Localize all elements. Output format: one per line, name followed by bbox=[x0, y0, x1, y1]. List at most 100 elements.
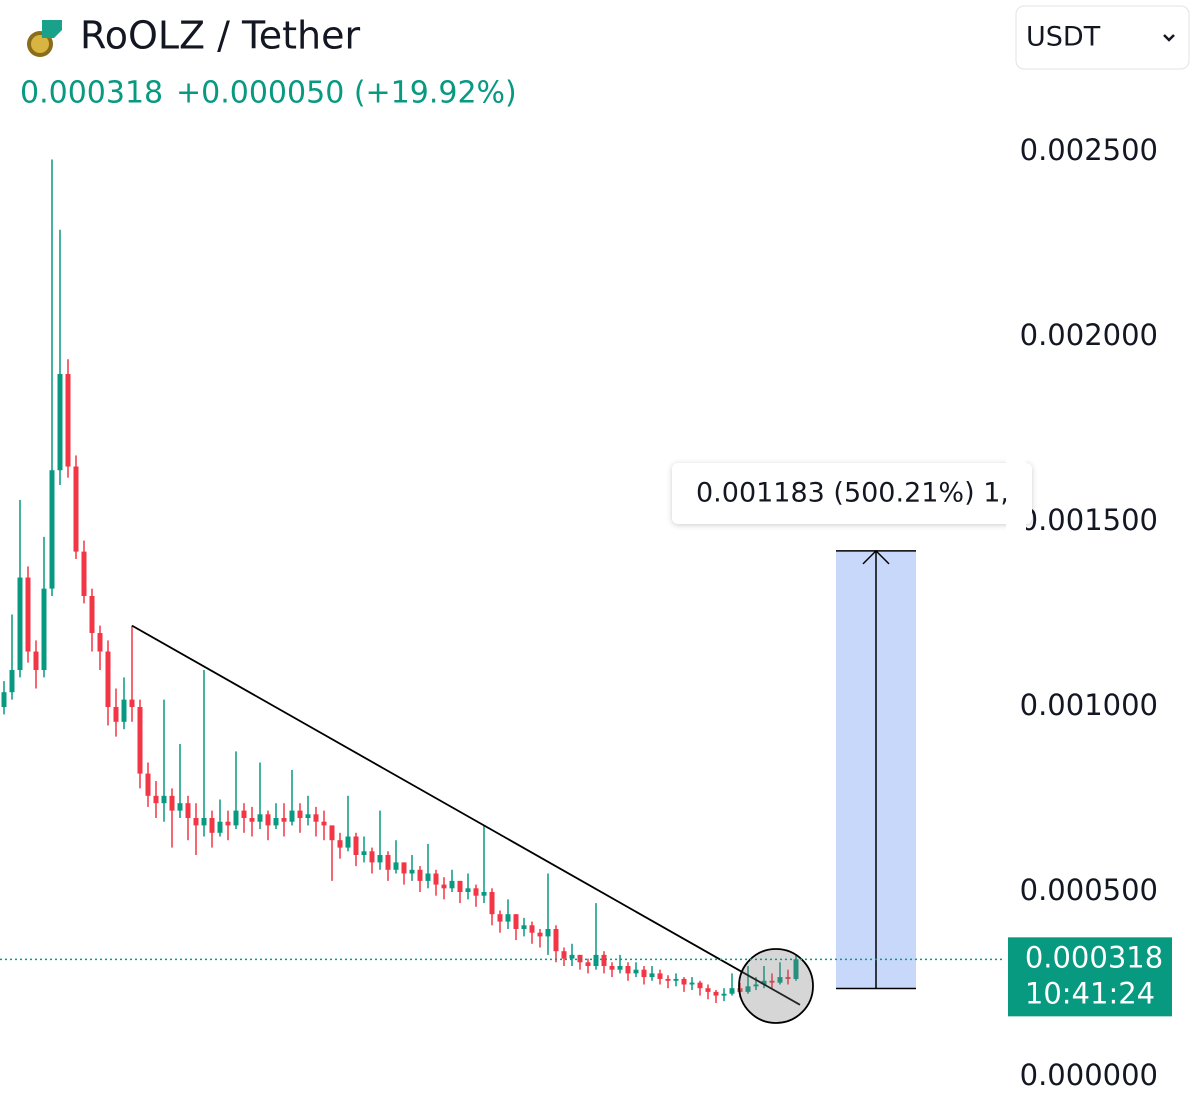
candle-body bbox=[569, 954, 575, 959]
candle-body bbox=[633, 969, 639, 974]
y-tick-label: 0.002000 bbox=[1020, 318, 1158, 352]
candle-body bbox=[49, 470, 55, 589]
price-tag bbox=[1008, 937, 1172, 1017]
dropdown-caret[interactable] bbox=[1163, 34, 1175, 42]
y-tick-label: 0.001000 bbox=[1020, 688, 1158, 722]
candle-body bbox=[649, 973, 655, 978]
candle-body bbox=[681, 978, 687, 985]
candle-body bbox=[113, 707, 119, 722]
y-tick-label: 0.000500 bbox=[1020, 873, 1158, 907]
candle-body bbox=[713, 991, 719, 996]
candle-body bbox=[361, 851, 367, 855]
candle-body bbox=[473, 888, 479, 896]
candle-body bbox=[689, 982, 695, 985]
measure-label: 0.001183 (500.21%) 1, bbox=[696, 478, 1009, 509]
candle-body bbox=[785, 977, 791, 979]
candle-body bbox=[313, 814, 319, 822]
candle-body bbox=[265, 814, 271, 826]
candle-body bbox=[65, 374, 71, 467]
candle-body bbox=[97, 633, 103, 652]
candle-body bbox=[401, 862, 407, 874]
candle-body bbox=[25, 577, 31, 652]
measure-label-box bbox=[672, 463, 1032, 524]
candle-body bbox=[1, 692, 7, 708]
candle-body bbox=[561, 951, 567, 959]
candle-body bbox=[233, 810, 239, 826]
candle-body bbox=[521, 925, 527, 929]
candle-body bbox=[353, 836, 359, 855]
candle-body bbox=[249, 818, 255, 822]
candle-body bbox=[377, 854, 383, 863]
candle-body bbox=[385, 854, 391, 870]
candle-body bbox=[337, 840, 343, 848]
candle-body bbox=[209, 818, 215, 833]
candle-body bbox=[345, 836, 351, 848]
candle-body bbox=[329, 825, 335, 841]
candle-body bbox=[17, 577, 23, 671]
candle-body bbox=[121, 699, 127, 722]
candle-body bbox=[697, 982, 703, 989]
candle-body bbox=[625, 965, 631, 974]
candle-body bbox=[9, 670, 15, 693]
candle-body bbox=[105, 651, 111, 708]
candle-body bbox=[57, 374, 63, 471]
candle-body bbox=[201, 818, 207, 826]
candle-body bbox=[465, 888, 471, 892]
candle-body bbox=[33, 651, 39, 671]
candle-body bbox=[585, 962, 591, 966]
candle-body bbox=[417, 869, 423, 881]
title: RoOLZ / Tether bbox=[80, 14, 361, 58]
candle-body bbox=[289, 810, 295, 822]
candle-body bbox=[545, 928, 551, 937]
price-tag-value: 0.000318 bbox=[1025, 940, 1163, 974]
candle-body bbox=[513, 914, 519, 929]
candle-body bbox=[177, 803, 183, 811]
candle-body bbox=[489, 891, 495, 915]
candle-body bbox=[593, 954, 599, 966]
measure-arrowhead bbox=[862, 549, 890, 565]
candle-body bbox=[81, 551, 87, 597]
candle-body bbox=[481, 891, 487, 896]
y-tick-label: 0.000000 bbox=[1020, 1058, 1158, 1092]
candle-body bbox=[769, 980, 775, 983]
price-tag-timer: 10:41:24 bbox=[1025, 976, 1155, 1010]
candle-body bbox=[729, 988, 735, 994]
candle-body bbox=[89, 596, 95, 634]
candle-body bbox=[529, 925, 535, 933]
candle-body bbox=[409, 869, 415, 874]
candle-body bbox=[129, 699, 135, 708]
candle-body bbox=[673, 978, 679, 981]
candle-body bbox=[609, 965, 615, 970]
candle-body bbox=[257, 814, 263, 822]
candle-body bbox=[225, 821, 231, 826]
candle-body bbox=[297, 810, 303, 819]
y-tick-label: 0.002500 bbox=[1020, 133, 1158, 167]
candle-body bbox=[457, 880, 463, 892]
candle-body bbox=[425, 873, 431, 881]
candle-body bbox=[41, 588, 47, 671]
candle-body bbox=[657, 973, 663, 979]
candle-body bbox=[761, 980, 767, 985]
candle-body bbox=[241, 810, 247, 819]
candle-body bbox=[393, 862, 399, 870]
candle-body bbox=[73, 466, 79, 552]
candle-body bbox=[441, 884, 447, 889]
last-price: 0.000318 bbox=[20, 76, 163, 111]
candle-body bbox=[273, 818, 279, 826]
candle-body bbox=[617, 965, 623, 970]
candle-body bbox=[185, 803, 191, 819]
candle-body bbox=[601, 954, 607, 966]
candle-body bbox=[169, 795, 175, 811]
candle-body bbox=[505, 914, 511, 922]
candle-body bbox=[497, 914, 503, 922]
price-change: +0.000050 (+19.92%) bbox=[176, 76, 517, 111]
candle-body bbox=[281, 818, 287, 822]
candle-body bbox=[753, 984, 759, 987]
currency-label[interactable]: USDT bbox=[1026, 22, 1101, 53]
candle-body bbox=[793, 959, 799, 979]
currency-select[interactable] bbox=[1015, 5, 1190, 70]
highlight-circle bbox=[738, 948, 814, 1024]
symbol-icon bbox=[27, 20, 62, 57]
